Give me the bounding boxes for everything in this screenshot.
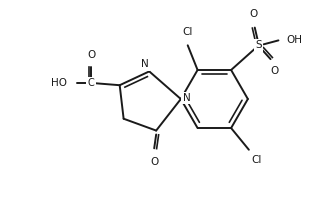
Text: OH: OH [286,35,302,45]
Text: N: N [183,93,191,103]
Text: O: O [270,66,279,76]
Text: HO: HO [51,78,68,88]
Text: C: C [88,78,94,88]
Text: N: N [140,60,148,69]
Text: O: O [150,157,158,167]
Text: Cl: Cl [252,155,262,165]
Text: Cl: Cl [182,27,193,37]
Text: S: S [255,40,262,50]
Text: O: O [250,9,258,19]
Text: O: O [87,50,95,60]
